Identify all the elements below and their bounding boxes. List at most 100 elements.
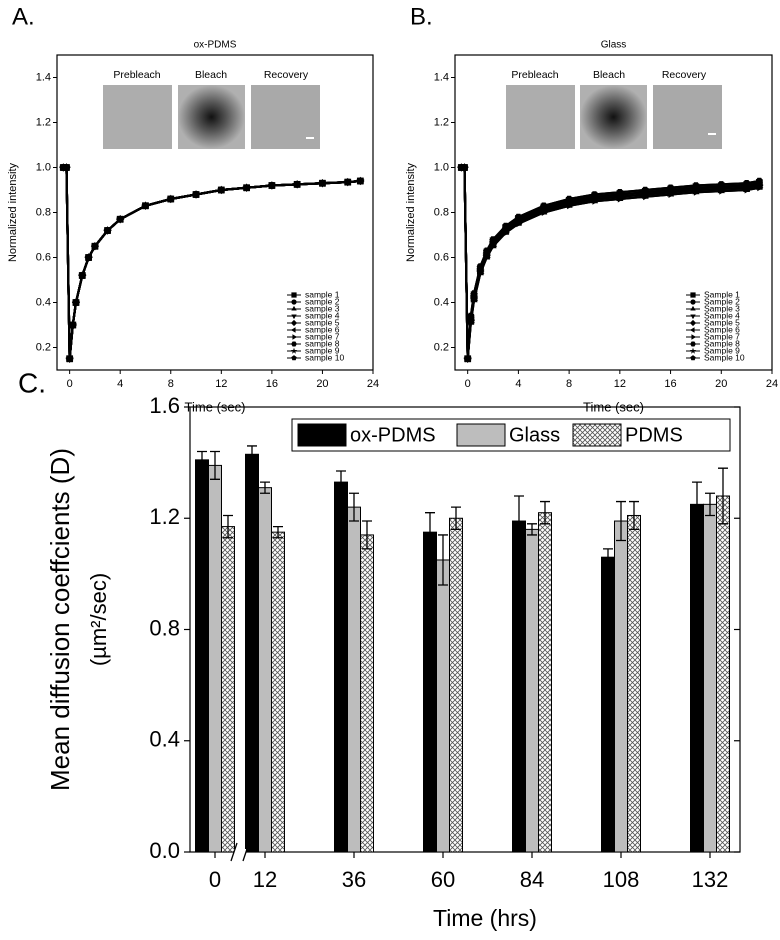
bar (360, 534, 374, 853)
data-point (243, 184, 251, 191)
legend-marker (691, 334, 697, 340)
legend-label: Sample 3 (704, 303, 740, 313)
y-tick-label: 1.4 (36, 71, 51, 83)
inset-label: Prebleach (511, 69, 558, 81)
data-point (743, 181, 751, 189)
error-bar (540, 500, 550, 525)
legend-box (291, 418, 731, 452)
error-bar (616, 500, 626, 542)
x-tick-label: 0 (209, 867, 221, 892)
y-tick-label: 1.6 (149, 393, 180, 418)
data-point (540, 204, 548, 212)
legend-label: sample 7 (305, 331, 340, 341)
error-bar (223, 514, 233, 539)
y-axis-label: Normalized intensity (405, 162, 417, 262)
x-tick-label: 16 (266, 378, 278, 390)
axis-break-gap (234, 849, 246, 855)
data-point (91, 242, 99, 250)
inset-label: Prebleach (113, 69, 160, 81)
y-tick-label: 1.2 (434, 116, 449, 128)
bar (525, 528, 539, 853)
legend-label: sample 1 (305, 289, 340, 299)
legend-marker (690, 292, 696, 298)
data-point (565, 197, 573, 205)
error-bar (260, 481, 270, 494)
error-bar (692, 481, 702, 528)
data-point (641, 188, 649, 196)
bar (538, 512, 552, 853)
chart-title: Glass (601, 40, 627, 51)
error-bar (362, 520, 372, 550)
y-axis-label: Normalized intensity (7, 162, 19, 262)
error-bar (629, 500, 639, 531)
bar (347, 506, 361, 853)
legend-marker (290, 319, 298, 327)
legend-label: sample 3 (305, 303, 340, 313)
data-point (476, 265, 484, 272)
legend-marker (690, 305, 696, 311)
legend-label: sample 6 (305, 324, 340, 334)
bar (195, 459, 209, 853)
legend-swatch (572, 423, 622, 447)
legend-label: Sample 6 (704, 324, 740, 334)
legend-label: sample 8 (305, 338, 340, 348)
inset-label: Recovery (264, 69, 309, 81)
legend-marker (290, 327, 296, 333)
x-tick-label: 36 (342, 867, 366, 892)
y-tick-label: 0.0 (149, 838, 180, 863)
error-bar (438, 534, 448, 586)
error-bar (349, 492, 359, 522)
data-point (692, 184, 700, 191)
legend-label: Sample 2 (704, 296, 740, 306)
error-bar (273, 525, 283, 539)
bar (627, 514, 641, 853)
x-tick-label: 84 (520, 867, 544, 892)
x-tick-label: 16 (664, 378, 676, 390)
legend-label: Glass (509, 424, 560, 446)
x-tick-label: 8 (566, 378, 572, 390)
legend-marker (291, 355, 297, 361)
error-bar (603, 548, 613, 567)
series-line (461, 166, 760, 359)
bar (703, 503, 717, 853)
error-bar (527, 523, 537, 536)
y-tick-label: 0.6 (36, 251, 51, 263)
x-tick-label: 12 (215, 378, 227, 390)
error-bar (247, 445, 257, 464)
error-bar (718, 467, 728, 525)
data-point (78, 271, 86, 279)
data-point (268, 181, 276, 189)
data-point (85, 253, 93, 261)
series-line (63, 166, 361, 359)
data-point (62, 163, 71, 171)
legend-label: Sample 4 (704, 310, 740, 320)
legend-marker (690, 299, 696, 305)
error-bar (336, 470, 346, 494)
x-tick-label: 20 (715, 378, 727, 390)
data-point (293, 180, 301, 188)
y-axis-label: (µm²/sec) (86, 573, 111, 666)
panel-label: B. (410, 3, 433, 30)
legend-marker (291, 341, 297, 347)
data-point (470, 292, 478, 299)
y-tick-label: 1.2 (36, 116, 51, 128)
legend-label: Sample 1 (704, 289, 740, 299)
y-tick-label: 0.4 (149, 727, 180, 752)
data-point (141, 202, 150, 209)
legend-marker (690, 341, 696, 347)
inset-label: Bleach (593, 69, 625, 81)
inset-images (103, 85, 722, 149)
bar (614, 520, 628, 853)
y-tick-label: 1.2 (149, 504, 180, 529)
data-point (590, 193, 599, 200)
legend-marker (291, 305, 297, 311)
x-tick-label: 24 (766, 378, 778, 390)
legend-label: Sample 5 (704, 317, 740, 327)
bar (601, 556, 615, 853)
data-point (116, 215, 124, 223)
panel-label: A. (12, 3, 35, 30)
y-tick-label: 0.2 (36, 341, 51, 353)
legend-label: sample 5 (305, 317, 340, 327)
bar (208, 464, 222, 853)
data-point (356, 177, 364, 185)
